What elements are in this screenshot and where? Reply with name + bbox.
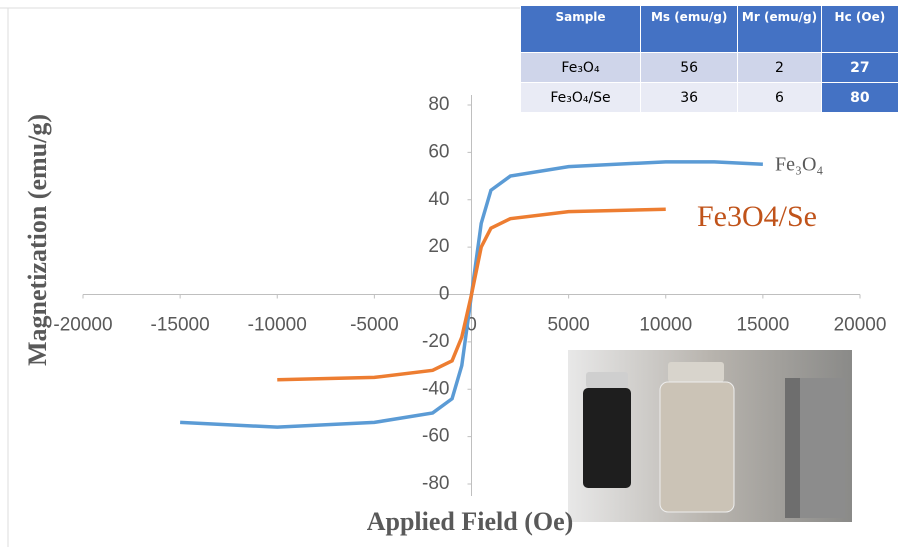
column-header: Mr (emu/g)	[738, 6, 822, 53]
table-cell: 36	[641, 83, 738, 113]
table-cell: Fe₃O₄	[521, 53, 641, 83]
y-tick-label: 60	[428, 141, 449, 162]
table-cell: Fe₃O₄/Se	[521, 83, 641, 113]
table-cell: 27	[821, 53, 898, 83]
x-tick-label: 20000	[834, 315, 887, 336]
x-tick-label: 5000	[547, 315, 589, 336]
y-tick-label: -80	[422, 473, 449, 494]
y-tick-label: 20	[428, 236, 449, 257]
x-tick-label: -20000	[53, 315, 112, 336]
column-header: Sample	[521, 6, 641, 53]
series-label: Fe3O4/Se	[697, 200, 817, 233]
x-tick-label: 15000	[736, 315, 789, 336]
x-tick-label: 10000	[639, 315, 692, 336]
y-tick-label: -20	[422, 331, 449, 352]
y-tick-label: 40	[428, 189, 449, 210]
column-header: Ms (emu/g)	[641, 6, 738, 53]
x-tick-label: -10000	[248, 315, 307, 336]
series-label: Fe₃O₄	[775, 154, 823, 176]
x-tick-label: -15000	[151, 315, 210, 336]
page: Applied Field (Oe) Magnetization (emu/g)…	[0, 0, 899, 547]
x-axis-title: Applied Field (Oe)	[367, 507, 574, 536]
table-cell: 2	[738, 53, 822, 83]
y-tick-label: -60	[422, 426, 449, 447]
y-tick-label: 80	[428, 94, 449, 115]
table-cell: 56	[641, 53, 738, 83]
table-cell: 6	[738, 83, 822, 113]
table-cell: 80	[821, 83, 898, 113]
photo	[568, 350, 852, 522]
y-tick-label: 0	[439, 284, 450, 305]
y-axis-title: Magnetization (emu/g)	[23, 114, 52, 366]
y-tick-label: -40	[422, 378, 449, 399]
x-tick-label: -5000	[350, 315, 399, 336]
column-header: Hc (Oe)	[821, 6, 898, 53]
